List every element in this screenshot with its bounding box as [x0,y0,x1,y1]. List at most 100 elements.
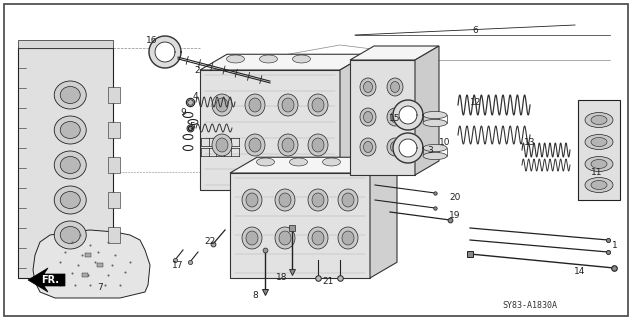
Bar [578,100,620,200]
Ellipse shape [312,231,324,245]
Ellipse shape [242,227,262,249]
Bar [97,263,103,267]
Ellipse shape [423,152,447,160]
Ellipse shape [363,82,372,92]
Text: 1: 1 [612,242,618,251]
Ellipse shape [591,116,607,124]
Text: 5: 5 [189,122,195,131]
Text: 16: 16 [146,36,158,44]
Bar [108,122,120,138]
Ellipse shape [275,189,295,211]
Ellipse shape [387,78,403,96]
Ellipse shape [249,138,261,152]
Ellipse shape [312,138,324,152]
Ellipse shape [308,94,328,116]
Text: 2: 2 [194,66,200,75]
Polygon shape [393,133,423,163]
Text: 8: 8 [252,291,258,300]
Polygon shape [28,268,65,292]
Ellipse shape [257,158,274,166]
Ellipse shape [312,193,324,207]
Text: 17: 17 [173,260,184,269]
Ellipse shape [212,94,232,116]
Bar [18,40,113,48]
Ellipse shape [308,134,328,156]
Polygon shape [415,46,439,175]
Bar [18,48,113,278]
Ellipse shape [591,180,607,189]
Ellipse shape [423,111,447,119]
Ellipse shape [308,227,328,249]
Polygon shape [200,54,367,70]
Text: 12: 12 [470,98,482,107]
Ellipse shape [289,158,308,166]
Text: 21: 21 [322,277,334,286]
Ellipse shape [60,227,80,244]
Ellipse shape [246,193,258,207]
Ellipse shape [279,231,291,245]
Bar [85,253,91,257]
Ellipse shape [387,138,403,156]
Bar [108,227,120,243]
Text: 6: 6 [472,26,478,35]
Ellipse shape [278,94,298,116]
Ellipse shape [360,108,376,126]
Ellipse shape [342,231,354,245]
Ellipse shape [391,111,399,123]
Ellipse shape [54,186,86,214]
Ellipse shape [60,156,80,173]
Text: 18: 18 [276,274,288,283]
Ellipse shape [275,227,295,249]
Ellipse shape [216,98,228,112]
Ellipse shape [423,119,447,127]
Text: 20: 20 [449,194,461,203]
Ellipse shape [60,191,80,209]
Ellipse shape [54,151,86,179]
Ellipse shape [308,189,328,211]
Ellipse shape [226,55,245,63]
Ellipse shape [293,55,310,63]
Polygon shape [230,173,370,278]
Ellipse shape [342,193,354,207]
Polygon shape [350,60,415,175]
Ellipse shape [245,94,265,116]
Ellipse shape [360,138,376,156]
Ellipse shape [282,98,294,112]
Polygon shape [399,139,417,157]
Bar [108,157,120,173]
Text: 19: 19 [449,211,461,220]
Polygon shape [393,100,423,130]
Text: SY83-A1830A: SY83-A1830A [502,300,557,309]
Ellipse shape [246,231,258,245]
Ellipse shape [387,108,403,126]
Ellipse shape [249,98,261,112]
Polygon shape [340,54,367,190]
Ellipse shape [585,113,613,127]
Text: 7: 7 [97,284,103,292]
Ellipse shape [338,189,358,211]
Text: 15: 15 [389,114,401,123]
Ellipse shape [216,138,228,152]
Ellipse shape [312,98,324,112]
Ellipse shape [585,156,613,172]
Ellipse shape [282,138,294,152]
Ellipse shape [391,82,399,92]
Ellipse shape [242,189,262,211]
Ellipse shape [585,178,613,193]
Polygon shape [149,36,181,68]
Ellipse shape [278,134,298,156]
Polygon shape [155,42,175,62]
Polygon shape [370,157,397,278]
Ellipse shape [363,111,372,123]
Ellipse shape [54,116,86,144]
Ellipse shape [54,221,86,249]
Ellipse shape [360,78,376,96]
Ellipse shape [338,227,358,249]
Text: 10: 10 [439,138,451,147]
Text: 13: 13 [525,138,536,147]
Ellipse shape [60,86,80,103]
Ellipse shape [423,144,447,152]
Ellipse shape [212,134,232,156]
Ellipse shape [391,141,399,153]
Ellipse shape [245,134,265,156]
